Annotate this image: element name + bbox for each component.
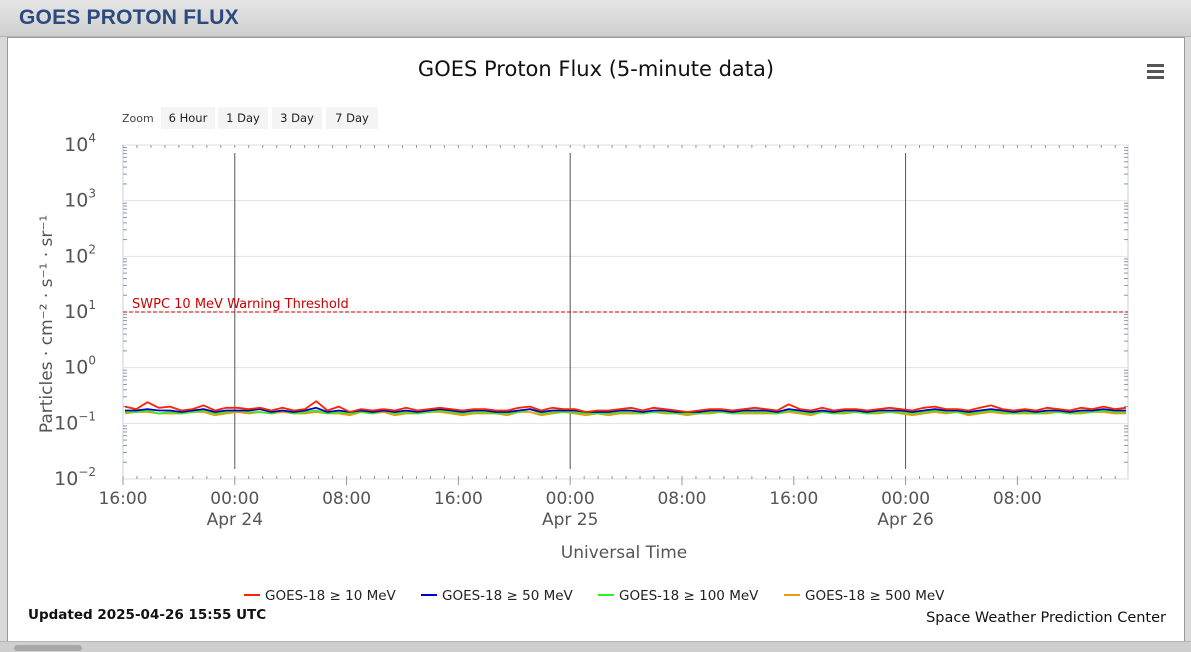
zoom-button-label: 3 Day bbox=[280, 111, 314, 125]
scrollbar-thumb[interactable] bbox=[14, 645, 82, 651]
chart-container: GOES Proton Flux (5-minute data) Zoom 6 … bbox=[7, 37, 1185, 642]
legend-label: GOES-18 ≥ 100 MeV bbox=[619, 588, 759, 604]
x-axis-title: Universal Time bbox=[561, 543, 687, 563]
panel-header: GOES PROTON FLUX bbox=[0, 0, 1191, 37]
zoom-button-label: 6 Hour bbox=[169, 111, 208, 125]
chart-title: GOES Proton Flux (5-minute data) bbox=[418, 57, 774, 81]
legend-label: GOES-18 ≥ 50 MeV bbox=[442, 588, 574, 604]
series-line-2 bbox=[125, 408, 1126, 415]
legend-item[interactable]: GOES-18 ≥ 10 MeV bbox=[244, 588, 397, 604]
y-axis-title: Particles · cm⁻² · s⁻¹ · sr⁻¹ bbox=[37, 215, 57, 433]
y-tick-label: 100 bbox=[64, 354, 96, 379]
x-tick-label: 00:00 bbox=[881, 489, 930, 509]
chart-svg: GOES Proton Flux (5-minute data) Zoom 6 … bbox=[28, 57, 1168, 626]
x-tick-label: 08:00 bbox=[322, 489, 371, 509]
x-tick-label: 08:00 bbox=[657, 489, 706, 509]
legend-item[interactable]: GOES-18 ≥ 100 MeV bbox=[598, 588, 759, 604]
bottom-scrollbar-track[interactable] bbox=[0, 641, 1191, 652]
threshold-label: SWPC 10 MeV Warning Threshold bbox=[132, 297, 349, 312]
zoom-button-7-day[interactable]: 7 Day bbox=[326, 107, 378, 129]
zoom-button-label: 7 Day bbox=[335, 111, 369, 125]
zoom-button-label: 1 Day bbox=[226, 111, 260, 125]
x-date-label: Apr 26 bbox=[877, 510, 933, 530]
legend-label: GOES-18 ≥ 10 MeV bbox=[265, 588, 397, 604]
credit-text: Space Weather Prediction Center bbox=[926, 610, 1166, 626]
x-tick-label: 08:00 bbox=[993, 489, 1042, 509]
x-tick-label: 00:00 bbox=[546, 489, 595, 509]
y-tick-label: 10−2 bbox=[54, 465, 96, 490]
legend-item[interactable]: GOES-18 ≥ 50 MeV bbox=[421, 588, 574, 604]
x-date-label: Apr 25 bbox=[542, 510, 598, 530]
y-tick-label: 101 bbox=[64, 298, 96, 323]
zoom-button-3-day[interactable]: 3 Day bbox=[272, 107, 322, 129]
legend-label: GOES-18 ≥ 500 MeV bbox=[805, 588, 945, 604]
x-tick-label: 16:00 bbox=[99, 489, 148, 509]
x-tick-label: 00:00 bbox=[210, 489, 259, 509]
zoom-label: Zoom bbox=[122, 112, 154, 125]
x-tick-label: 16:00 bbox=[769, 489, 818, 509]
zoom-button-6-hour[interactable]: 6 Hour bbox=[161, 107, 215, 129]
updated-timestamp: Updated 2025-04-26 15:55 UTC bbox=[28, 607, 266, 623]
y-tick-label: 104 bbox=[64, 131, 96, 156]
series-line-1 bbox=[125, 406, 1126, 413]
legend-item[interactable]: GOES-18 ≥ 500 MeV bbox=[784, 588, 945, 604]
y-tick-label: 10−1 bbox=[54, 409, 96, 434]
y-tick-label: 103 bbox=[64, 187, 96, 212]
x-tick-label: 16:00 bbox=[434, 489, 483, 509]
series-line-0 bbox=[124, 400, 1127, 413]
zoom-button-1-day[interactable]: 1 Day bbox=[218, 107, 268, 129]
x-date-label: Apr 24 bbox=[207, 510, 263, 530]
hamburger-menu-icon[interactable] bbox=[1144, 62, 1168, 82]
legend: GOES-18 ≥ 10 MeV GOES-18 ≥ 50 MeV GOES-18 … bbox=[244, 588, 945, 604]
y-tick-label: 102 bbox=[64, 242, 96, 267]
panel-title: GOES PROTON FLUX bbox=[19, 6, 239, 29]
